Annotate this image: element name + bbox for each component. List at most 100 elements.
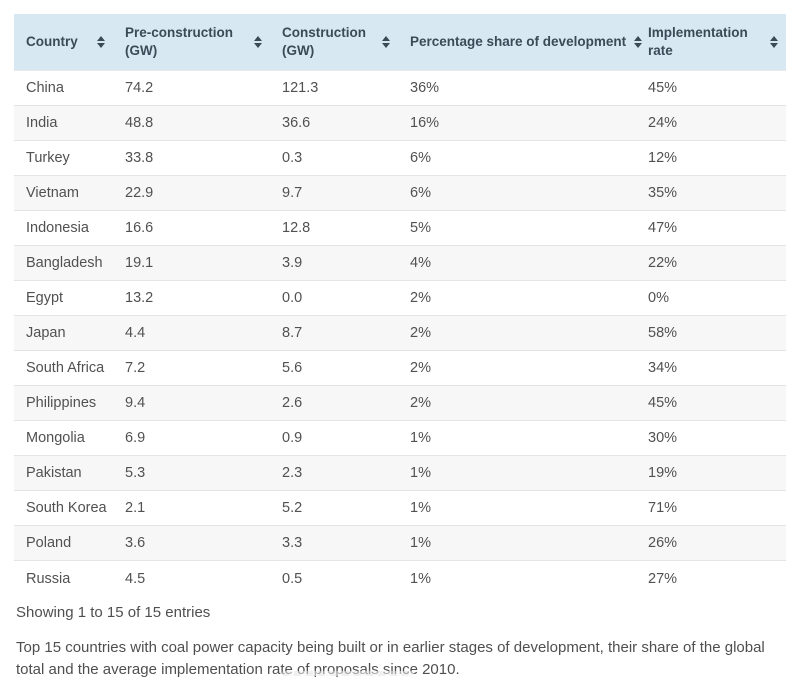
entries-status-text: Showing 1 to 15 of 15 entries — [16, 604, 211, 621]
cell-implementation-rate: 0% — [648, 290, 669, 306]
cell-construction-gw: 5.2 — [282, 500, 303, 516]
cell-percentage-share: 1% — [410, 465, 431, 481]
cell-percentage-share: 1% — [410, 430, 431, 446]
cell-pre-construction-gw: 3.6 — [125, 535, 146, 551]
table-row: Bangladesh 19.1 3.9 4% 22% — [14, 246, 786, 281]
cell-country: Vietnam — [26, 185, 79, 201]
column-header-pre-construction[interactable]: Pre-construction (GW) — [113, 14, 270, 70]
cell-percentage-share: 6% — [410, 185, 431, 201]
sort-icon[interactable] — [626, 36, 643, 48]
cell-country: Indonesia — [26, 220, 89, 236]
column-header-share[interactable]: Percentage share of development — [398, 14, 643, 70]
sort-icon[interactable] — [89, 36, 105, 48]
table-row: Philippines 9.4 2.6 2% 45% — [14, 386, 786, 421]
table-row: Indonesia 16.6 12.8 5% 47% — [14, 211, 786, 246]
cell-construction-gw: 0.5 — [282, 570, 303, 587]
table-row: China 74.2 121.3 36% 45% — [14, 71, 786, 106]
sort-icon[interactable] — [762, 36, 778, 48]
cell-construction-gw: 12.8 — [282, 220, 311, 236]
cell-percentage-share: 2% — [410, 290, 431, 306]
cell-pre-construction-gw: 22.9 — [125, 185, 154, 201]
cell-implementation-rate: 26% — [648, 535, 678, 551]
table-row: India 48.8 36.6 16% 24% — [14, 106, 786, 141]
cell-construction-gw: 0.0 — [282, 290, 303, 306]
cell-country: Egypt — [26, 290, 64, 306]
cell-percentage-share: 1% — [410, 535, 431, 551]
cell-pre-construction-gw: 13.2 — [125, 290, 154, 306]
table-row: Poland 3.6 3.3 1% 26% — [14, 526, 786, 561]
cell-percentage-share: 6% — [410, 150, 431, 166]
cell-country: South Africa — [26, 360, 105, 376]
cell-implementation-rate: 34% — [648, 360, 678, 376]
cell-percentage-share: 1% — [410, 570, 431, 587]
table-row: Mongolia 6.9 0.9 1% 30% — [14, 421, 786, 456]
table-row: Egypt 13.2 0.0 2% 0% — [14, 281, 786, 316]
cell-percentage-share: 2% — [410, 325, 431, 341]
table-row: South Africa 7.2 5.6 2% 34% — [14, 351, 786, 386]
cell-construction-gw: 8.7 — [282, 325, 303, 341]
cell-country: Russia — [26, 570, 71, 587]
cell-percentage-share: 36% — [410, 80, 440, 96]
cell-implementation-rate: 58% — [648, 325, 678, 341]
cell-pre-construction-gw: 9.4 — [125, 395, 146, 411]
cell-implementation-rate: 19% — [648, 465, 678, 481]
table-row: Russia 4.5 0.5 1% 27% — [14, 561, 786, 596]
cell-country: South Korea — [26, 500, 107, 516]
table-row: Japan 4.4 8.7 2% 58% — [14, 316, 786, 351]
cell-country: India — [26, 115, 58, 131]
cell-pre-construction-gw: 5.3 — [125, 465, 146, 481]
cell-implementation-rate: 45% — [648, 80, 678, 96]
cell-country: Pakistan — [26, 465, 82, 481]
cell-construction-gw: 2.3 — [282, 465, 303, 481]
cell-construction-gw: 36.6 — [282, 115, 311, 131]
cell-country: Mongolia — [26, 430, 85, 446]
cell-implementation-rate: 35% — [648, 185, 678, 201]
cell-pre-construction-gw: 16.6 — [125, 220, 154, 236]
table-row: South Korea 2.1 5.2 1% 71% — [14, 491, 786, 526]
cell-implementation-rate: 12% — [648, 150, 678, 166]
cell-pre-construction-gw: 7.2 — [125, 360, 146, 376]
column-header-label: Country — [26, 33, 78, 49]
cell-implementation-rate: 47% — [648, 220, 678, 236]
cell-pre-construction-gw: 74.2 — [125, 80, 154, 96]
cell-pre-construction-gw: 48.8 — [125, 115, 154, 131]
cell-pre-construction-gw: 4.4 — [125, 325, 146, 341]
column-header-construction[interactable]: Construction (GW) — [270, 14, 398, 70]
cell-construction-gw: 3.9 — [282, 255, 303, 271]
cell-country: Poland — [26, 535, 72, 551]
table-row: Turkey 33.8 0.3 6% 12% — [14, 141, 786, 176]
cell-percentage-share: 2% — [410, 360, 431, 376]
table-body: China 74.2 121.3 36% 45% India 48.8 36.6… — [14, 70, 786, 596]
cell-implementation-rate: 30% — [648, 430, 678, 446]
column-header-label: Implementation rate — [648, 24, 748, 58]
cell-implementation-rate: 27% — [648, 570, 678, 587]
sort-icon[interactable] — [246, 36, 262, 48]
cell-pre-construction-gw: 2.1 — [125, 500, 146, 516]
cell-construction-gw: 9.7 — [282, 185, 303, 201]
table-row: Pakistan 5.3 2.3 1% 19% — [14, 456, 786, 491]
sort-icon[interactable] — [374, 36, 390, 48]
cell-percentage-share: 4% — [410, 255, 431, 271]
column-header-label: Construction (GW) — [282, 24, 366, 58]
cell-construction-gw: 0.9 — [282, 430, 303, 446]
cell-construction-gw: 2.6 — [282, 395, 303, 411]
cell-country: China — [26, 80, 64, 96]
cell-country: Turkey — [26, 150, 70, 166]
table-header-row: Country Pre-construction (GW) Constructi… — [14, 14, 786, 70]
cell-construction-gw: 121.3 — [282, 80, 319, 96]
cell-implementation-rate: 45% — [648, 395, 678, 411]
cell-percentage-share: 16% — [410, 115, 440, 131]
cell-construction-gw: 5.6 — [282, 360, 303, 376]
column-header-country[interactable]: Country — [14, 14, 113, 70]
cell-pre-construction-gw: 6.9 — [125, 430, 146, 446]
cell-country: Philippines — [26, 395, 97, 411]
coal-capacity-table: Country Pre-construction (GW) Constructi… — [14, 14, 786, 681]
cell-construction-gw: 0.3 — [282, 150, 303, 166]
cell-country: Bangladesh — [26, 255, 103, 271]
column-header-implementation-rate[interactable]: Implementation rate — [636, 14, 786, 70]
column-header-label: Pre-construction (GW) — [125, 24, 234, 58]
column-header-label: Percentage share of development — [410, 33, 627, 49]
cell-country: Japan — [26, 325, 66, 341]
cell-implementation-rate: 22% — [648, 255, 678, 271]
cropped-text-artifact — [282, 671, 414, 676]
